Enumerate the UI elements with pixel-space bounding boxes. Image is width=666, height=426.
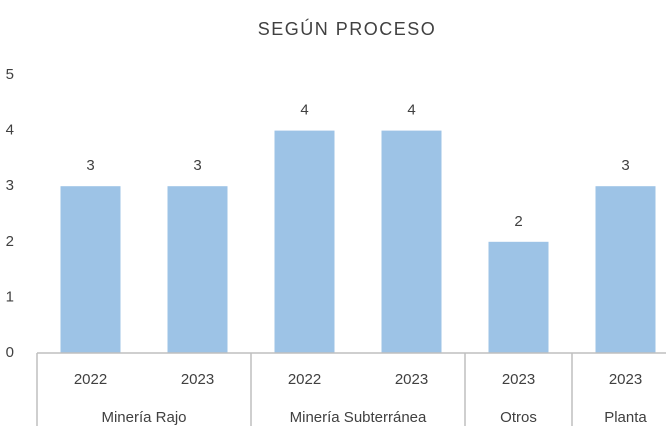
x-tick-label: 2022 xyxy=(74,371,107,388)
y-tick-label: 3 xyxy=(6,177,14,194)
data-label: 3 xyxy=(86,157,94,174)
data-label: 3 xyxy=(193,157,201,174)
bar xyxy=(488,241,549,353)
group-label: Planta xyxy=(604,409,647,426)
data-label: 3 xyxy=(621,157,629,174)
y-tick-label: 0 xyxy=(6,344,14,361)
y-tick-label: 5 xyxy=(6,66,14,83)
x-tick-label: 2023 xyxy=(502,371,535,388)
y-tick-label: 2 xyxy=(6,233,14,250)
bar xyxy=(274,130,335,353)
x-tick-label: 2023 xyxy=(181,371,214,388)
bar xyxy=(167,186,228,353)
data-label: 4 xyxy=(300,102,308,119)
bar xyxy=(60,186,121,353)
group-label: Minería Rajo xyxy=(101,409,186,426)
data-label: 2 xyxy=(514,213,522,230)
x-tick-label: 2023 xyxy=(609,371,642,388)
bar xyxy=(595,186,656,353)
y-tick-label: 4 xyxy=(6,122,14,139)
y-tick-label: 1 xyxy=(6,288,14,305)
x-tick-label: 2023 xyxy=(395,371,428,388)
group-label: Otros xyxy=(500,409,537,426)
chart-title: SEGÚN PROCESO xyxy=(258,18,437,39)
x-tick-label: 2022 xyxy=(288,371,321,388)
data-label: 4 xyxy=(407,102,415,119)
group-label: Minería Subterránea xyxy=(290,409,427,426)
bar xyxy=(381,130,442,353)
